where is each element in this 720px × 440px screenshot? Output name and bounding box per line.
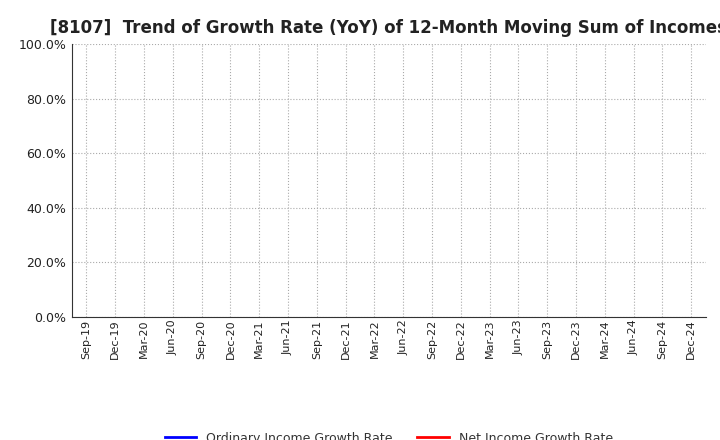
Title: [8107]  Trend of Growth Rate (YoY) of 12-Month Moving Sum of Incomes: [8107] Trend of Growth Rate (YoY) of 12-… [50, 19, 720, 37]
Legend: Ordinary Income Growth Rate, Net Income Growth Rate: Ordinary Income Growth Rate, Net Income … [160, 427, 618, 440]
